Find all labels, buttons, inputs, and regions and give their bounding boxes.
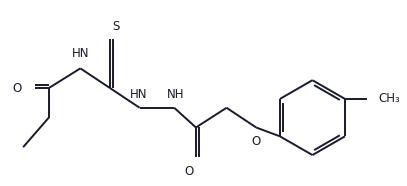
Text: O: O: [185, 165, 194, 178]
Text: O: O: [252, 135, 261, 148]
Text: O: O: [12, 82, 21, 94]
Text: HN: HN: [130, 88, 147, 101]
Text: HN: HN: [72, 47, 89, 60]
Text: NH: NH: [166, 88, 184, 101]
Text: S: S: [112, 20, 119, 33]
Text: CH₃: CH₃: [379, 92, 400, 105]
